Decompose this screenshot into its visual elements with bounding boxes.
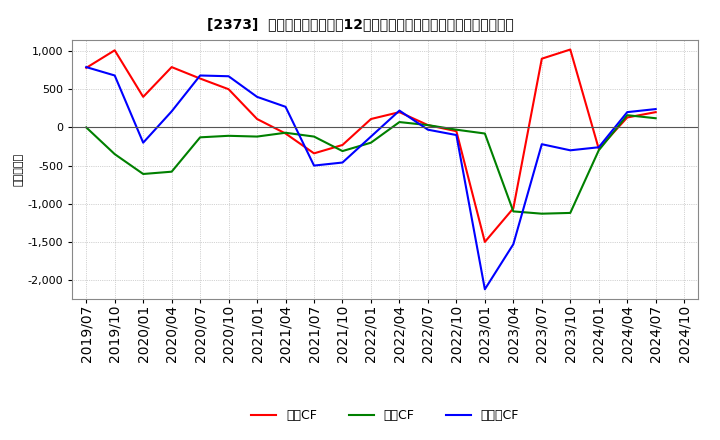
営業CF [282,131,290,136]
投資CF [82,125,91,130]
営業CF [310,151,318,156]
投資CF [509,209,518,214]
投資CF [282,130,290,136]
投資CF [480,131,489,136]
フリーCF [566,148,575,153]
フリーCF [225,73,233,79]
営業CF [196,76,204,81]
営業CF [225,87,233,92]
投資CF [225,133,233,139]
営業CF [452,128,461,134]
投資CF [139,171,148,176]
フリーCF [310,163,318,168]
Line: 投資CF: 投資CF [86,115,656,214]
営業CF [253,116,261,121]
投資CF [338,148,347,154]
フリーCF [509,242,518,247]
投資CF [253,134,261,139]
Y-axis label: （百万円）: （百万円） [13,153,23,186]
投資CF [395,119,404,125]
フリーCF [452,132,461,138]
フリーCF [196,73,204,78]
フリーCF [110,73,119,78]
フリーCF [423,127,432,132]
投資CF [110,151,119,157]
Line: フリーCF: フリーCF [86,67,656,289]
営業CF [338,142,347,147]
営業CF [623,115,631,120]
投資CF [423,122,432,128]
営業CF [595,146,603,151]
フリーCF [167,109,176,114]
営業CF [395,110,404,115]
フリーCF [395,108,404,113]
投資CF [452,127,461,132]
営業CF [537,56,546,61]
フリーCF [82,64,91,70]
フリーCF [282,104,290,110]
フリーCF [595,145,603,150]
営業CF [652,110,660,115]
営業CF [423,122,432,128]
投資CF [167,169,176,174]
営業CF [139,94,148,99]
フリーCF [652,106,660,112]
フリーCF [537,142,546,147]
Text: [2373]  キャッシュフローの12か月移動合計の対前年同期増減額の推移: [2373] キャッシュフローの12か月移動合計の対前年同期増減額の推移 [207,18,513,32]
投資CF [310,134,318,139]
投資CF [595,148,603,153]
営業CF [509,206,518,211]
投資CF [196,135,204,140]
フリーCF [366,134,375,139]
フリーCF [253,94,261,99]
Legend: 営業CF, 投資CF, フリーCF: 営業CF, 投資CF, フリーCF [246,404,524,427]
フリーCF [139,140,148,145]
営業CF [480,239,489,245]
営業CF [566,47,575,52]
投資CF [366,140,375,145]
投資CF [537,211,546,216]
投資CF [652,116,660,121]
営業CF [110,48,119,53]
投資CF [623,113,631,118]
フリーCF [338,160,347,165]
営業CF [167,64,176,70]
営業CF [82,65,91,70]
営業CF [366,116,375,121]
投資CF [566,210,575,216]
フリーCF [480,286,489,292]
フリーCF [623,110,631,115]
Line: 営業CF: 営業CF [86,50,656,242]
